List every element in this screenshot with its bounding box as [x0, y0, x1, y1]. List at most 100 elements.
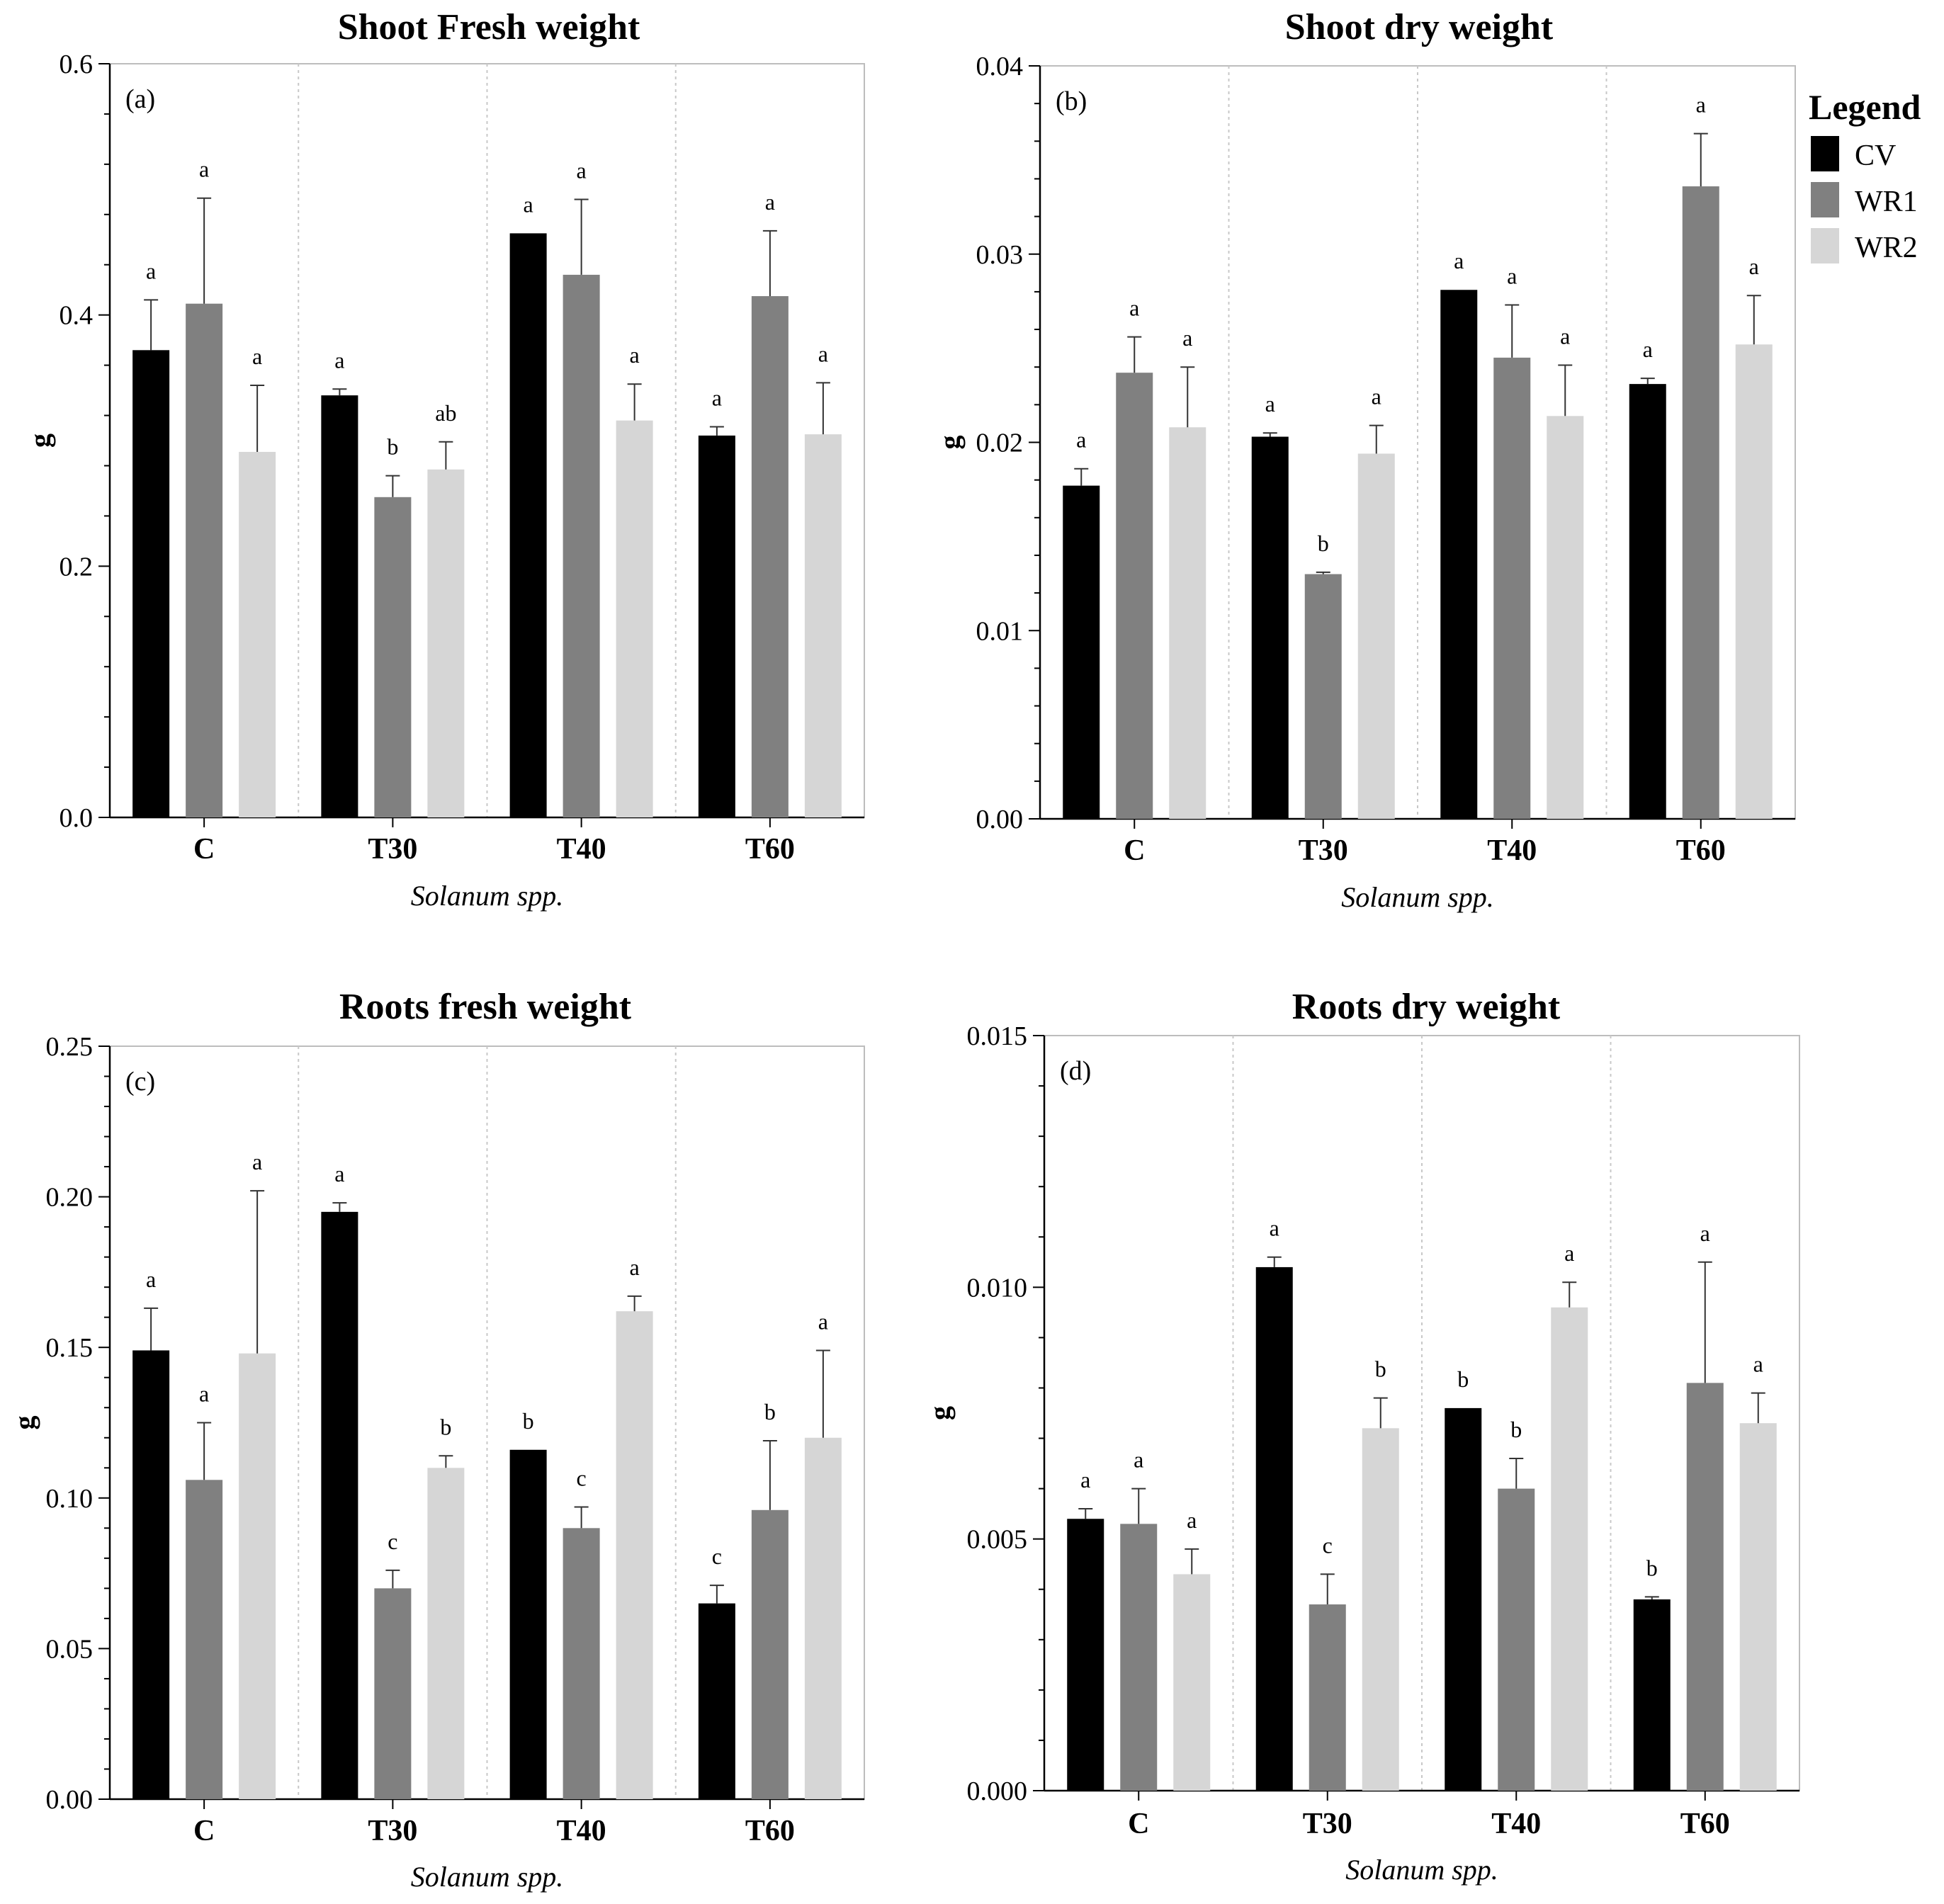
bar-wr1-t60	[751, 1509, 789, 1799]
y-tick-label: 0.010	[967, 1273, 1028, 1303]
significance-letter: b	[1457, 1366, 1469, 1392]
bar-wr1-t40	[1493, 357, 1531, 820]
x-tick-label: T40	[1487, 834, 1537, 867]
significance-letter: a	[1182, 325, 1192, 351]
y-tick-label: 0.20	[46, 1183, 94, 1213]
y-tick-label: 0.015	[967, 1021, 1028, 1051]
bar-wr2-t40	[616, 1311, 653, 1799]
significance-letter: b	[523, 1408, 534, 1434]
chart-title: Shoot dry weight	[1285, 7, 1554, 47]
y-axis-label: g	[924, 1406, 956, 1420]
bar-cv-t30	[321, 1211, 358, 1799]
significance-letter: b	[764, 1399, 776, 1424]
y-tick-label: 0.00	[46, 1785, 94, 1815]
x-axis-label: Solanum spp.	[411, 1861, 564, 1893]
y-tick-label: 0.04	[976, 52, 1024, 81]
bar-wr1-t30	[374, 1588, 412, 1799]
x-tick-label: C	[193, 833, 215, 866]
legend-title: Legend	[1809, 87, 1921, 127]
x-tick-label: C	[1124, 834, 1145, 867]
bar-cv-c	[132, 350, 170, 817]
significance-letter: a	[1643, 336, 1653, 362]
x-axis-label: Solanum spp.	[1341, 881, 1494, 913]
bar-wr1-t60	[1682, 186, 1719, 820]
bar-wr1-c	[186, 303, 223, 817]
significance-letter: a	[630, 342, 640, 368]
significance-letter: a	[818, 1308, 828, 1334]
bar-cv-c	[1067, 1519, 1104, 1791]
significance-letter: b	[440, 1414, 451, 1439]
y-tick-label: 0.25	[46, 1032, 94, 1062]
bar-cv-t30	[1251, 436, 1289, 819]
y-tick-label: 0.15	[46, 1333, 94, 1363]
significance-letter: a	[1560, 324, 1570, 349]
bar-wr1-t30	[1309, 1604, 1346, 1791]
y-tick-label: 0.6	[60, 50, 94, 79]
x-tick-label: T40	[557, 1815, 606, 1847]
significance-letter: a	[524, 191, 533, 217]
x-tick-label: T60	[745, 833, 795, 866]
significance-letter: a	[334, 347, 344, 373]
significance-letter: c	[577, 1466, 587, 1491]
significance-letter: a	[1749, 254, 1759, 279]
significance-letter: a	[1753, 1352, 1763, 1377]
x-tick-label: C	[193, 1815, 215, 1847]
y-tick-label: 0.05	[46, 1634, 94, 1664]
bar-cv-t60	[698, 1603, 735, 1799]
y-tick-label: 0.02	[976, 429, 1024, 458]
x-tick-label: T30	[368, 833, 417, 866]
bar-wr2-t30	[1362, 1428, 1399, 1791]
significance-letter: b	[1318, 531, 1329, 556]
significance-letter: a	[1270, 1216, 1279, 1241]
bar-wr2-c	[239, 1353, 276, 1799]
bar-wr2-t30	[427, 469, 465, 817]
legend-swatch-wr1	[1811, 182, 1839, 217]
bar-wr1-t40	[563, 1528, 600, 1799]
bar-cv-t40	[1440, 290, 1478, 819]
bar-wr1-t30	[1304, 574, 1342, 819]
y-tick-label: 0.2	[60, 552, 94, 582]
significance-letter: a	[1454, 248, 1464, 273]
significance-letter: a	[1080, 1467, 1090, 1492]
x-tick-label: T30	[1303, 1808, 1352, 1840]
legend-label-wr2: WR2	[1855, 232, 1918, 264]
bar-wr1-t60	[1686, 1383, 1724, 1791]
significance-letter: b	[1510, 1417, 1522, 1442]
x-tick-label: C	[1128, 1808, 1149, 1840]
bar-wr2-t30	[1357, 453, 1395, 819]
significance-letter: ab	[435, 400, 456, 426]
bar-wr2-t60	[804, 1437, 842, 1799]
bar-cv-c	[1063, 485, 1100, 819]
chart-panel-4: 0.000 0.005 0.010 0.015 C T30 T40 T60 a a b b a c b a a b…	[924, 987, 1800, 1886]
x-tick-label: T30	[1299, 834, 1348, 867]
y-tick-label: 0.0	[60, 803, 94, 833]
significance-letter: a	[1265, 391, 1275, 416]
bar-wr1-t60	[751, 296, 789, 818]
significance-letter: a	[1076, 427, 1086, 453]
chart-title: Roots dry weight	[1292, 987, 1561, 1027]
legend: Legend CV WR1 WR2	[1809, 87, 1921, 264]
chart-panel-3: 0.00 0.05 0.10 0.15 0.20 0.25 C T30 T40 T60 a a b c a c…	[9, 987, 865, 1893]
significance-letter: c	[1323, 1532, 1333, 1558]
chart-panel-2: 0.00 0.01 0.02 0.03 0.04 C T30 T40 T60 a a a a a b a a a a…	[934, 7, 1796, 913]
bar-wr2-t40	[1547, 416, 1584, 819]
panel-label: (b)	[1056, 86, 1087, 116]
bar-wr2-t60	[1735, 344, 1773, 819]
panel-label: (a)	[125, 84, 155, 114]
significance-letter: a	[630, 1254, 640, 1280]
legend-label-cv: CV	[1855, 140, 1896, 172]
bar-cv-t30	[1255, 1266, 1293, 1791]
significance-letter: a	[1564, 1240, 1574, 1266]
y-tick-label: 0.01	[976, 616, 1024, 646]
legend-label-wr1: WR1	[1855, 186, 1918, 218]
legend-swatch-wr2	[1811, 228, 1839, 264]
bar-cv-t60	[1633, 1599, 1671, 1791]
significance-letter: a	[199, 157, 209, 182]
bar-wr2-t40	[1551, 1307, 1588, 1791]
y-tick-label: 0.10	[46, 1484, 94, 1514]
bar-wr1-t40	[1498, 1488, 1535, 1791]
legend-swatch-cv	[1811, 136, 1839, 171]
x-axis-label: Solanum spp.	[1345, 1854, 1498, 1886]
x-tick-label: T60	[745, 1815, 795, 1847]
